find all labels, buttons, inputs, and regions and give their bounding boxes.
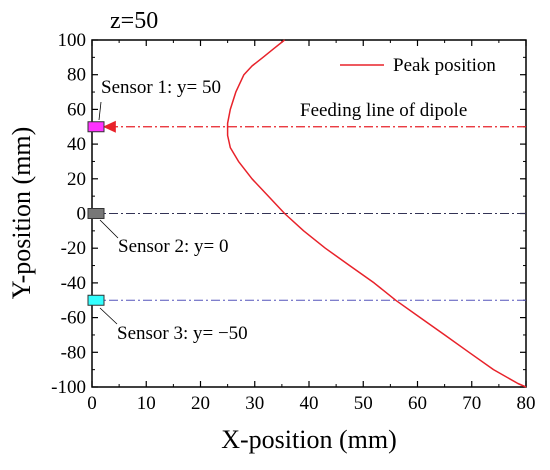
feeding-line-label: Feeding line of dipole <box>300 100 467 121</box>
series-layer <box>226 39 527 388</box>
y-tick-label: 60 <box>67 99 86 120</box>
x-tick-label: 0 <box>87 393 97 414</box>
sensor-2-leader <box>99 219 119 239</box>
x-tick-label: 80 <box>517 393 536 414</box>
y-axis-title: Y-position (mm) <box>7 127 36 300</box>
legend: Peak position <box>340 55 496 76</box>
feeding-arrow-head <box>102 120 116 133</box>
chart-title: z=50 <box>110 8 158 34</box>
x-tick-label: 40 <box>300 393 319 414</box>
x-tick-label: 50 <box>354 393 373 414</box>
y-tick-label: -40 <box>61 273 86 294</box>
reference-lines <box>92 120 526 301</box>
legend-label: Peak position <box>393 55 496 76</box>
y-tick-label: 100 <box>58 30 87 51</box>
sensor-2-marker <box>87 208 105 219</box>
x-tick-label: 70 <box>462 393 481 414</box>
y-tick-label: -60 <box>61 308 86 329</box>
sensor-3-leader <box>99 307 118 325</box>
y-tick-label: -20 <box>61 238 86 259</box>
x-tick-label: 20 <box>191 393 210 414</box>
sensor-2-label: Sensor 2: y= 0 <box>118 236 228 257</box>
sensor-3-label: Sensor 3: y= −50 <box>117 323 248 344</box>
y-tick-label: -80 <box>61 342 86 363</box>
series-line-peak-position <box>226 39 527 388</box>
sensor-1-leader <box>98 101 102 121</box>
x-tick-label: 10 <box>137 393 156 414</box>
x-tick-label: 60 <box>408 393 427 414</box>
y-tick-label: 0 <box>77 204 87 225</box>
sensor-3-marker <box>87 294 105 306</box>
y-tick-label: 20 <box>67 169 86 190</box>
x-tick-label: 30 <box>245 393 264 414</box>
axis-ticks: 0 10 20 30 40 50 60 70 80 -100 -80 -60 -40 -20 0 20 40 60… <box>51 30 535 414</box>
y-tick-label: 80 <box>67 65 86 86</box>
x-axis-title: X-position (mm) <box>221 425 397 454</box>
y-tick-label: 40 <box>67 134 86 155</box>
sensor-markers <box>87 101 119 325</box>
sensor-1-marker <box>87 121 105 133</box>
y-tick-label: -100 <box>51 377 86 398</box>
sensor-1-label: Sensor 1: y= 50 <box>101 77 221 98</box>
